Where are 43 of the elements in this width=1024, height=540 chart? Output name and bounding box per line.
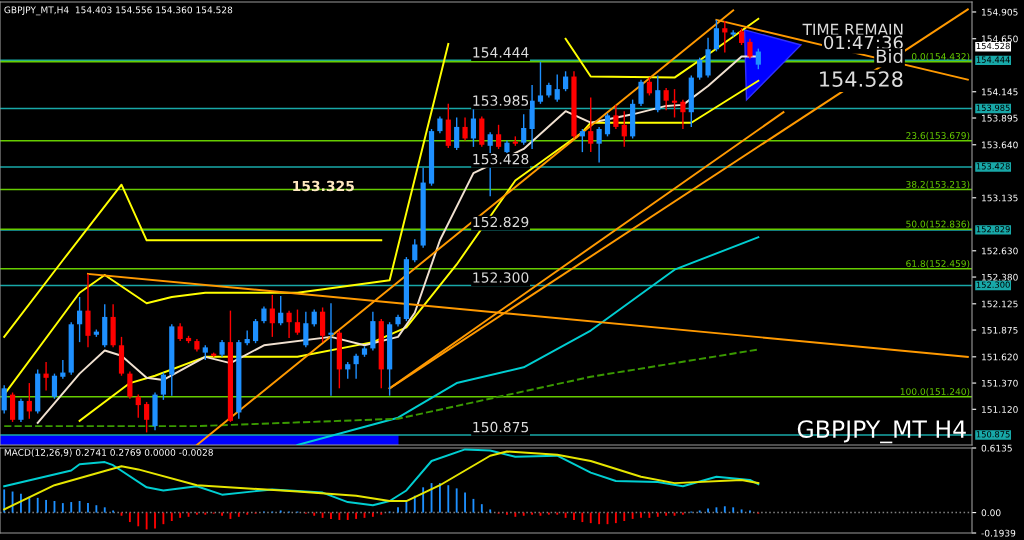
annotation: 01:47:36 xyxy=(824,35,903,50)
annotation: 23.6(153.679) xyxy=(906,131,970,140)
annotation: 38.2(153.213) xyxy=(906,180,970,189)
chart-title: MACD(12,26,9) 0.2741 0.2769 0.0000 -0.0028 xyxy=(4,448,213,457)
text: 154.528 xyxy=(976,42,1010,50)
annotation: 152.300 xyxy=(473,272,529,283)
ref-line-label: 152.300 xyxy=(976,281,1010,288)
ref-line-label: 150.875 xyxy=(976,431,1010,438)
y-tick-label: 153.895 xyxy=(982,114,1018,122)
y-tick-label: 154.145 xyxy=(982,88,1018,96)
annotation: GBPJPY_MT H4 xyxy=(797,420,966,444)
y-tick-label: 151.120 xyxy=(982,406,1018,413)
y-tick-label: 0.00 xyxy=(981,509,1001,517)
y-tick-label: 151.875 xyxy=(982,326,1018,334)
annotation: 153.985 xyxy=(473,95,529,106)
annotation: TIME REMAIN xyxy=(802,23,903,36)
chart-title: GBPJPY_MT,H4 154.403 154.556 154.360 154.528 xyxy=(4,6,233,16)
y-tick-label: 0.6135 xyxy=(981,444,1012,452)
y-tick-label: 153.640 xyxy=(982,141,1018,149)
y-tick-label: 151.620 xyxy=(982,353,1018,361)
y-tick-label: -0.1939 xyxy=(981,529,1016,537)
y-tick-label: 152.630 xyxy=(982,247,1018,255)
annotation: 153.325 xyxy=(293,180,354,192)
annotation: 153.428 xyxy=(473,153,529,165)
annotation: 61.8(152.459) xyxy=(906,260,970,269)
annotation: 50.0(152.836) xyxy=(906,220,970,229)
y-tick-label: 151.370 xyxy=(982,379,1018,387)
y-tick-label: 152.380 xyxy=(982,273,1018,281)
y-tick-label: 153.135 xyxy=(982,194,1018,202)
annotation: 152.829 xyxy=(473,216,529,228)
ref-line-label: 154.444 xyxy=(976,56,1010,63)
annotation: 150.875 xyxy=(473,421,529,433)
annotation: 154.444 xyxy=(473,47,529,58)
ref-line-label: 153.428 xyxy=(976,163,1010,170)
annotation: 0.0(154.432) xyxy=(911,52,970,61)
annotation: 100.0(151.240) xyxy=(900,387,970,397)
y-tick-label: 152.125 xyxy=(982,300,1018,308)
y-tick-label: 154.905 xyxy=(982,8,1018,16)
annotation: Bid xyxy=(876,49,903,64)
ref-line-label: 153.985 xyxy=(976,104,1010,111)
ref-line-label: 152.829 xyxy=(976,226,1010,233)
annotation: 154.528 xyxy=(820,71,903,87)
y-tick-label: 154.650 xyxy=(982,35,1018,43)
